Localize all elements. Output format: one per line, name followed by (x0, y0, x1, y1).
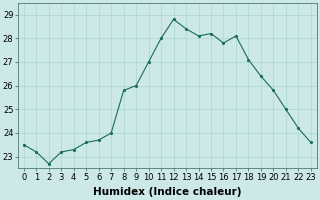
X-axis label: Humidex (Indice chaleur): Humidex (Indice chaleur) (93, 187, 242, 197)
